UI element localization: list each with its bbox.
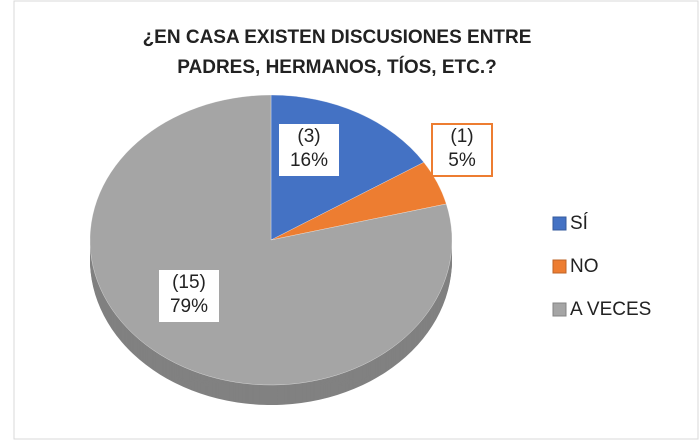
data-label-box	[431, 123, 493, 177]
data-label-value: 16%	[290, 150, 328, 171]
legend-label: A VECES	[570, 299, 651, 320]
legend-swatch	[552, 259, 567, 274]
legend-label: SÍ	[570, 213, 589, 234]
legend-swatch	[552, 216, 567, 231]
chart-title: PADRES, HERMANOS, TÍOS, ETC.?	[177, 56, 497, 78]
legend-swatch	[552, 302, 567, 317]
data-label-count: (15)	[172, 272, 206, 293]
data-label-count: (3)	[297, 126, 320, 147]
legend-label: NO	[570, 256, 599, 277]
data-label-box	[279, 124, 339, 176]
data-label-value: 79%	[170, 296, 208, 317]
chart-title: ¿EN CASA EXISTEN DISCUSIONES ENTRE	[143, 27, 532, 48]
data-label-box	[159, 270, 219, 322]
data-label-count: (1)	[450, 126, 473, 147]
data-label-value: 5%	[448, 150, 476, 171]
